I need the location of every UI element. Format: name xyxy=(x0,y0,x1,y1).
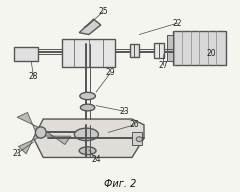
Text: 28: 28 xyxy=(29,72,38,81)
Ellipse shape xyxy=(80,92,95,100)
Text: 21: 21 xyxy=(12,149,22,158)
Bar xyxy=(14,47,38,61)
Polygon shape xyxy=(17,113,40,131)
Text: 24: 24 xyxy=(91,155,101,164)
Bar xyxy=(132,132,142,145)
Text: 29: 29 xyxy=(106,69,115,77)
Text: 26: 26 xyxy=(130,120,139,129)
Text: Фиг. 2: Фиг. 2 xyxy=(104,179,136,189)
Polygon shape xyxy=(18,134,40,154)
Text: 23: 23 xyxy=(120,107,130,116)
Ellipse shape xyxy=(80,104,95,111)
Text: 22: 22 xyxy=(173,19,182,27)
Text: 27: 27 xyxy=(158,61,168,70)
Text: 25: 25 xyxy=(98,7,108,16)
Bar xyxy=(130,44,139,57)
Bar xyxy=(167,35,173,61)
Ellipse shape xyxy=(36,127,46,138)
Bar xyxy=(62,39,115,67)
Text: 20: 20 xyxy=(206,49,216,58)
Ellipse shape xyxy=(79,147,96,155)
Polygon shape xyxy=(34,119,144,157)
Ellipse shape xyxy=(136,137,142,142)
Bar xyxy=(154,43,164,58)
Ellipse shape xyxy=(74,128,98,141)
Bar xyxy=(173,31,226,65)
Polygon shape xyxy=(45,132,71,145)
Polygon shape xyxy=(79,19,101,35)
